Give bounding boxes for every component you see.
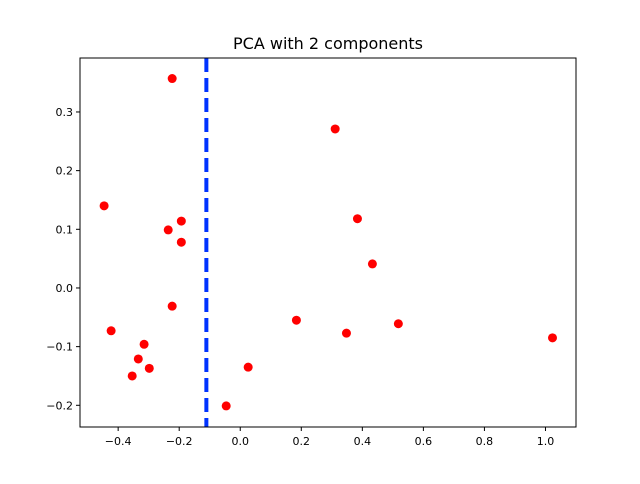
data-point	[243, 362, 253, 372]
data-point	[167, 301, 177, 311]
data-point	[176, 216, 186, 226]
x-tick-label: 1.0	[537, 435, 555, 448]
y-tick-label: 0.2	[56, 165, 74, 178]
y-tick-label: 0.3	[56, 106, 74, 119]
data-point	[106, 326, 116, 336]
y-tick-label: 0.0	[56, 282, 74, 295]
data-point	[393, 319, 403, 329]
data-point	[127, 371, 137, 381]
data-point	[330, 124, 340, 134]
x-tick-label: 0.6	[415, 435, 433, 448]
data-point	[341, 328, 351, 338]
data-point	[221, 401, 231, 411]
chart-title: PCA with 2 components	[233, 34, 423, 53]
data-point	[144, 363, 154, 373]
data-point	[133, 354, 143, 364]
data-point	[163, 225, 173, 235]
data-point	[139, 339, 149, 349]
data-point	[352, 214, 362, 224]
x-tick-label: 0.2	[293, 435, 311, 448]
y-tick-label: −0.2	[46, 399, 73, 412]
x-tick-label: 0.8	[476, 435, 494, 448]
x-tick-label: −0.2	[166, 435, 193, 448]
data-point	[167, 74, 177, 84]
data-point	[176, 237, 186, 247]
y-tick-label: −0.1	[46, 341, 73, 354]
x-tick-label: −0.4	[105, 435, 132, 448]
data-point	[291, 315, 301, 325]
data-point	[99, 201, 109, 211]
data-point	[367, 259, 377, 269]
x-tick-label: 0.4	[354, 435, 372, 448]
data-point	[547, 333, 557, 343]
x-tick-label: 0.0	[231, 435, 249, 448]
axes-frame	[79, 57, 577, 428]
y-tick-label: 0.1	[56, 223, 74, 236]
